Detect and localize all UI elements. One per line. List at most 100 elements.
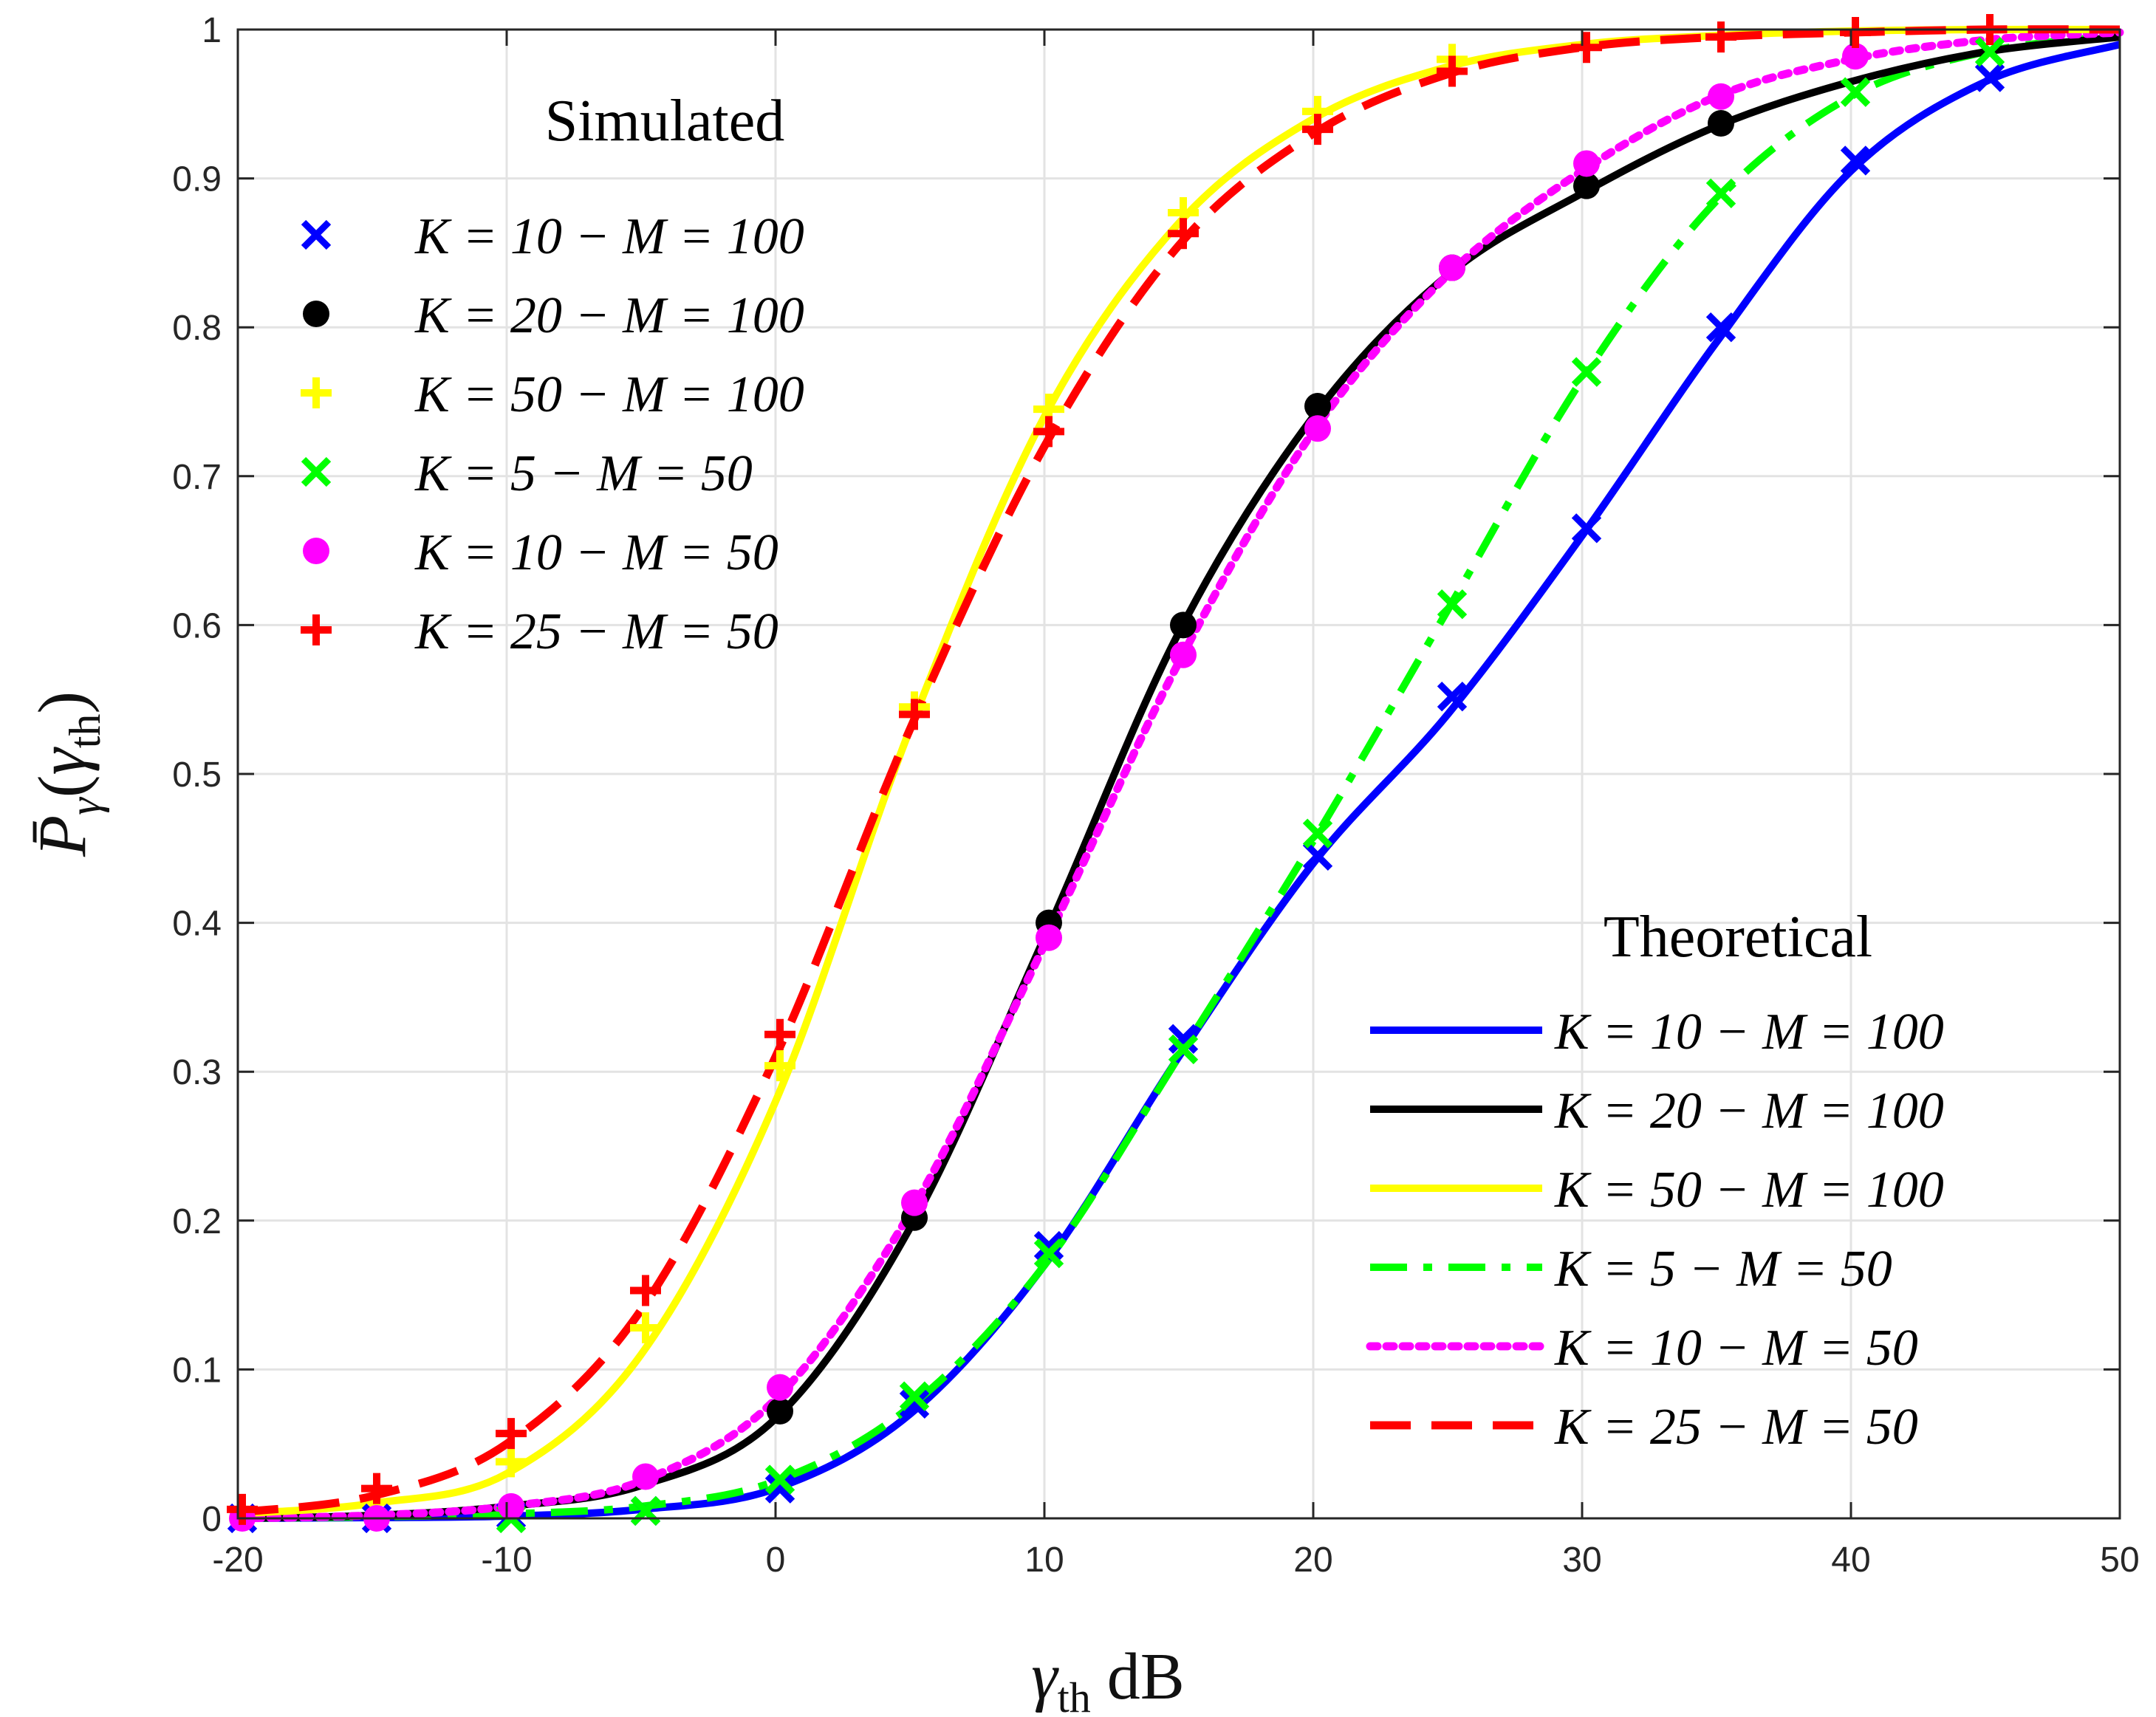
simulated-point-1 <box>1705 312 1736 343</box>
simulated-point-6 <box>496 1418 527 1450</box>
simulated-point-5 <box>901 1189 928 1216</box>
simulated-markers <box>227 14 2005 1534</box>
x-axis-symbol: γ <box>1031 1640 1059 1713</box>
simulated-point-5 <box>1842 43 1869 70</box>
theoretical-line-5 <box>233 28 2124 1523</box>
simulated-point-4 <box>1974 37 2005 67</box>
legend-simulated-title: Simulated <box>545 89 784 154</box>
y-tick-label: 0.5 <box>172 755 222 795</box>
simulated-point-4 <box>1705 178 1736 208</box>
legend-simulated-marker <box>301 219 332 250</box>
simulated-point-5 <box>498 1492 524 1520</box>
legend-simulated-label: K = 10 − M = 50 <box>414 524 778 581</box>
simulated-point-1 <box>1168 1024 1199 1055</box>
y-tick-label: 0.8 <box>172 309 222 348</box>
x-axis-title: γth dB <box>1031 1640 1185 1717</box>
y-axis-subscript: γ <box>61 797 109 815</box>
legend-theoretical-label: K = 10 − M = 100 <box>1554 1004 1944 1060</box>
y-tick-label: 0.7 <box>172 458 222 497</box>
legend-simulated-marker <box>303 538 329 564</box>
y-tick-label: 0.6 <box>172 606 222 645</box>
legend-simulated-marker <box>301 614 332 645</box>
simulated-point-5 <box>1573 150 1600 177</box>
legend-simulated-marker <box>301 377 332 408</box>
y-axis-symbol: P̄ <box>24 815 100 857</box>
legend-simulated-marker <box>303 301 329 327</box>
simulated-point-6 <box>1033 416 1064 448</box>
simulated-point-3 <box>496 1446 527 1478</box>
legend-theoretical-label: K = 10 − M = 50 <box>1554 1320 1918 1377</box>
legend-simulated-label: K = 25 − M = 50 <box>414 603 778 660</box>
x-tick-label: 30 <box>1562 1540 1601 1580</box>
simulated-point-6 <box>764 1018 795 1050</box>
theoretical-line-4 <box>237 32 2121 1522</box>
simulated-point-5 <box>632 1463 659 1490</box>
y-axis-title: P̄γ(γth) <box>24 691 109 857</box>
x-tick-label: 50 <box>2100 1540 2139 1580</box>
simulated-point-4 <box>1571 357 1602 387</box>
simulated-point-5 <box>1708 83 1734 110</box>
simulated-point-5 <box>767 1374 793 1401</box>
legend-theoretical-label: K = 50 − M = 100 <box>1554 1162 1944 1219</box>
simulated-point-4 <box>1168 1034 1199 1065</box>
x-tick-label: 40 <box>1831 1540 1870 1580</box>
simulated-point-5 <box>1304 415 1331 442</box>
legend-theoretical-label: K = 25 − M = 50 <box>1554 1399 1918 1456</box>
simulated-point-1 <box>1571 513 1602 544</box>
simulated-point-6 <box>227 1493 258 1525</box>
simulated-point-4 <box>899 1381 930 1411</box>
simulated-point-1 <box>764 1473 795 1504</box>
legend-simulated-label: K = 50 − M = 100 <box>414 366 804 423</box>
legend-simulated-label: K = 10 − M = 100 <box>414 208 804 265</box>
legend-theoretical-label: K = 5 − M = 50 <box>1554 1241 1892 1298</box>
simulated-point-1 <box>1840 145 1871 176</box>
simulated-point-6 <box>361 1473 392 1504</box>
y-tick-label: 0.9 <box>172 160 222 199</box>
y-tick-label: 0.3 <box>172 1053 222 1092</box>
simulated-point-1 <box>1437 681 1468 712</box>
simulated-point-2 <box>1170 611 1197 639</box>
simulated-point-2 <box>767 1397 793 1425</box>
legend-theoretical-label: K = 20 − M = 100 <box>1554 1083 1944 1139</box>
simulated-point-4 <box>1302 818 1333 849</box>
simulated-point-6 <box>1571 32 1602 64</box>
simulated-point-2 <box>1708 110 1734 137</box>
x-tick-label: -10 <box>481 1540 532 1580</box>
simulated-point-4 <box>1033 1238 1064 1269</box>
simulated-point-6 <box>1705 21 1736 53</box>
simulated-point-6 <box>1168 218 1199 250</box>
simulated-point-1 <box>1302 840 1333 871</box>
y-axis-close-paren: ) <box>24 691 100 714</box>
y-tick-label: 0 <box>202 1500 222 1539</box>
simulated-point-1 <box>1974 62 2005 92</box>
legend-simulated-marker <box>301 456 332 487</box>
y-tick-label: 1 <box>202 11 222 50</box>
legend-simulated-label: K = 5 − M = 50 <box>414 445 753 502</box>
simulated-point-5 <box>1036 924 1062 951</box>
simulated-point-4 <box>764 1464 795 1495</box>
x-axis-label: γth dB <box>1031 1640 1185 1717</box>
simulated-point-2 <box>1304 393 1331 420</box>
y-axis-open-paren: ( <box>24 775 100 798</box>
y-axis-arg-subscript: th <box>61 714 109 749</box>
simulated-point-2 <box>1573 172 1600 199</box>
theoretical-lines <box>233 25 2124 1523</box>
simulated-point-4 <box>1437 589 1468 620</box>
simulated-point-5 <box>1439 254 1465 281</box>
y-axis-arg-symbol: γ <box>24 747 100 775</box>
legend-theoretical-title: Theoretical <box>1604 905 1872 970</box>
simulated-point-5 <box>1170 641 1197 668</box>
y-tick-label: 0.2 <box>172 1202 222 1241</box>
legend-simulated: Simulated K = 10 − M = 100 K = 20 − M = 10… <box>301 89 804 660</box>
x-tick-label: 20 <box>1293 1540 1332 1580</box>
simulated-point-4 <box>1840 77 1871 107</box>
legend-theoretical: Theoretical K = 10 − M = 100 K = 20 − M = … <box>1366 905 1944 1456</box>
y-axis-label: P̄γ(γth) <box>24 691 109 857</box>
x-tick-label: -20 <box>212 1540 263 1580</box>
simulated-point-6 <box>630 1275 661 1306</box>
x-tick-label: 0 <box>766 1540 786 1580</box>
legend-simulated-label: K = 20 − M = 100 <box>414 287 804 344</box>
x-axis-unit: dB <box>1107 1640 1185 1713</box>
